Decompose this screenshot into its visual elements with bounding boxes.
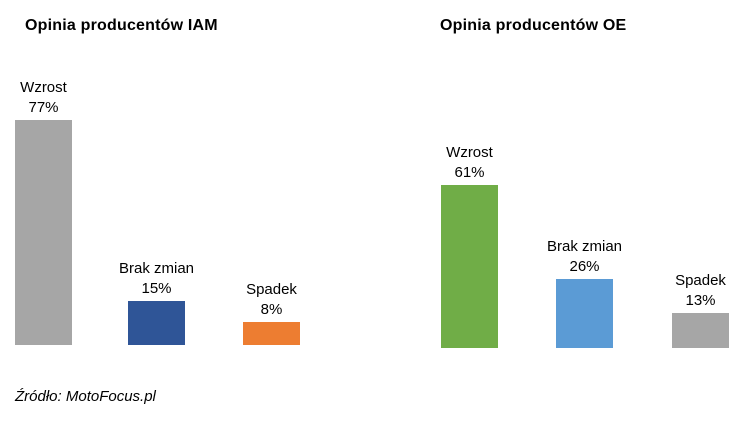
bar	[243, 322, 300, 345]
bar-label-value: 13%	[685, 292, 716, 309]
chart-title-iam: Opinia producentów IAM	[25, 17, 218, 34]
bar	[15, 120, 72, 345]
bar	[556, 279, 613, 348]
bar-label-value: 61%	[454, 164, 485, 181]
bar-label-value: 15%	[141, 280, 172, 297]
bar-label-name: Spadek	[246, 281, 297, 298]
bar-label: Spadek 13%	[641, 271, 750, 311]
source-note: Źródło: MotoFocus.pl	[15, 388, 156, 405]
bar-label: Brak zmian 26%	[525, 237, 645, 277]
bar-label-name: Brak zmian	[546, 238, 623, 255]
bar	[441, 185, 498, 348]
bar-label: Brak zmian 15%	[97, 259, 217, 299]
bar-label: Wzrost 61%	[410, 143, 530, 183]
bar	[128, 301, 185, 345]
bar	[672, 313, 729, 348]
bar-label-value: 26%	[569, 258, 600, 275]
bar-label: Spadek 8%	[212, 280, 332, 320]
bar-label-value: 8%	[260, 301, 283, 318]
bar-label: Wzrost 77%	[0, 78, 104, 118]
chart-title-oe: Opinia producentów OE	[440, 17, 627, 34]
bar-label-name: Wzrost	[446, 144, 493, 161]
bar-label-name: Brak zmian	[118, 260, 195, 277]
bar-label-name: Wzrost	[20, 79, 67, 96]
bar-label-name: Spadek	[675, 272, 726, 289]
bar-label-value: 77%	[28, 99, 59, 116]
